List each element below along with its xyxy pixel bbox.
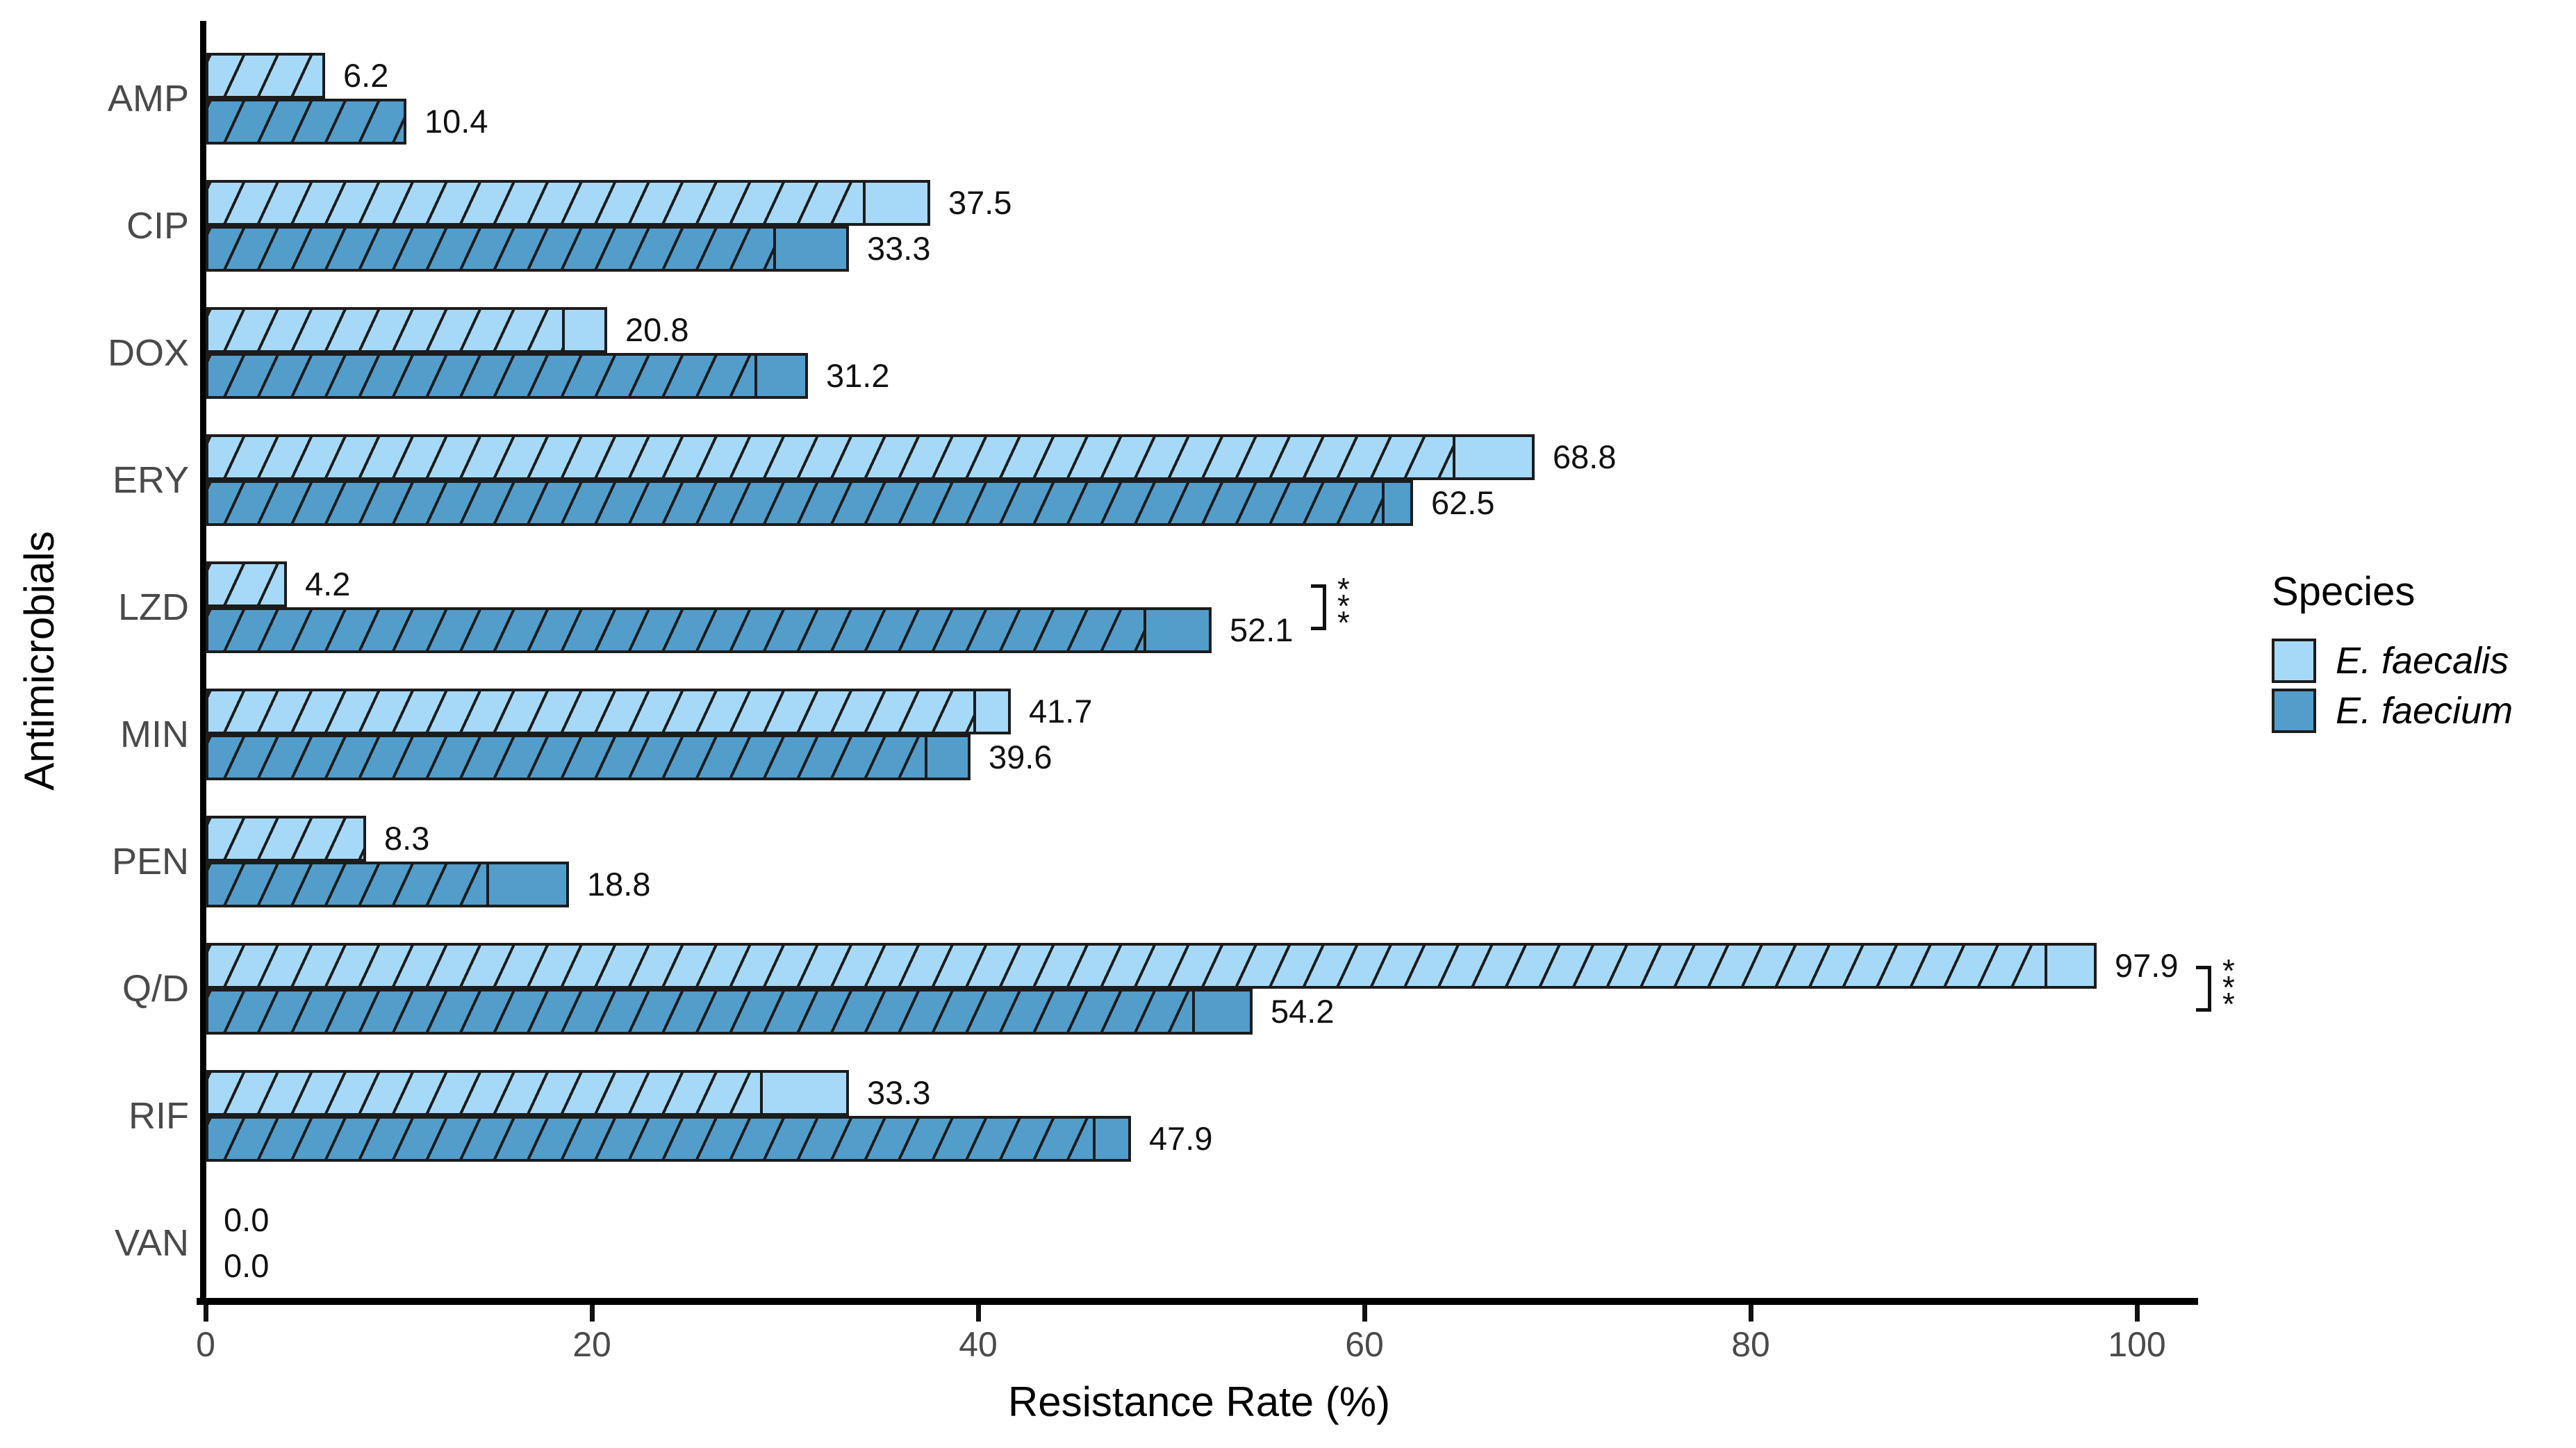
bar-hatch-pattern (208, 483, 1385, 523)
bar-cip-series2 (206, 226, 849, 272)
bar-rif-series1 (206, 1070, 849, 1116)
significance-stars: * * * (2222, 953, 2235, 1022)
bar-hatch-pattern (208, 1073, 763, 1113)
bar-ery-series1 (206, 434, 1535, 480)
legend-swatch (2272, 639, 2316, 683)
bar-hatch-pattern (208, 101, 404, 142)
value-label: 0.0 (224, 1201, 270, 1238)
value-label: 4.2 (305, 566, 351, 602)
value-label: 8.3 (384, 820, 430, 857)
bar-dox-series2 (206, 353, 808, 399)
category-label-lzd: LZD (117, 586, 189, 628)
bar-hatch-pattern (208, 691, 976, 732)
value-label: 33.3 (867, 230, 931, 267)
value-label: 54.2 (1271, 993, 1335, 1030)
value-label: 6.2 (343, 57, 389, 94)
bar-qd-series2 (206, 989, 1253, 1035)
legend-item: E. faecium (2272, 689, 2513, 733)
value-label: 39.6 (989, 739, 1052, 775)
x-tick-label: 100 (2108, 1325, 2166, 1364)
bar-hatch-pattern (208, 356, 757, 396)
x-tick-mark (590, 1305, 595, 1322)
bar-cip-series1 (206, 180, 930, 226)
legend-label: E. faecium (2336, 690, 2513, 732)
x-tick-mark (204, 1305, 208, 1322)
value-label: 41.7 (1029, 693, 1093, 730)
value-label: 10.4 (424, 103, 488, 140)
bar-hatch-pattern (208, 564, 284, 604)
x-tick-label: 60 (1345, 1325, 1384, 1364)
bar-pen-series1 (206, 816, 366, 862)
legend-swatch (2272, 689, 2316, 733)
category-label-pen: PEN (111, 841, 189, 882)
y-axis-line (200, 21, 206, 1305)
bar-hatch-pattern (208, 992, 1195, 1032)
bar-hatch-pattern (208, 183, 866, 223)
bar-amp-series2 (206, 99, 406, 145)
significance-bracket-qd (2196, 966, 2211, 1012)
bar-hatch-pattern (208, 864, 489, 905)
bar-hatch-pattern (208, 737, 927, 778)
x-tick-mark (1749, 1305, 1753, 1322)
bar-lzd-series2 (206, 607, 1212, 653)
x-tick-mark (976, 1305, 981, 1322)
bar-min-series2 (206, 734, 971, 780)
bar-hatch-pattern (208, 437, 1455, 477)
value-label: 97.9 (2115, 947, 2179, 984)
x-tick-label: 0 (196, 1325, 215, 1364)
bar-dox-series1 (206, 307, 607, 353)
x-tick-label: 20 (572, 1325, 611, 1364)
x-tick-label: 80 (1731, 1325, 1770, 1364)
legend-label: E. faecalis (2336, 640, 2509, 682)
category-label-qd: Q/D (122, 968, 189, 1010)
bar-rif-series2 (206, 1116, 1131, 1162)
bar-amp-series1 (206, 53, 325, 99)
bar-hatch-pattern (208, 610, 1146, 650)
legend-items: E. faecalis E. faecium (2272, 639, 2513, 733)
bar-hatch-pattern (208, 946, 2047, 986)
x-axis-title: Resistance Rate (%) (1007, 1379, 1391, 1425)
category-label-rif: RIF (129, 1095, 189, 1137)
legend: Species E. faecalis E. faecium (2272, 568, 2513, 739)
x-tick-label: 40 (959, 1325, 998, 1364)
x-tick-mark (2135, 1305, 2140, 1322)
y-axis-title: Antimicrobials (16, 531, 63, 791)
bar-pen-series2 (206, 862, 569, 907)
category-label-amp: AMP (107, 78, 189, 120)
value-label: 0.0 (224, 1247, 270, 1284)
bar-hatch-pattern (208, 229, 776, 269)
value-label: 31.2 (826, 357, 890, 394)
value-label: 33.3 (867, 1074, 931, 1111)
category-label-min: MIN (120, 714, 189, 755)
category-label-ery: ERY (112, 459, 189, 501)
category-label-van: VAN (114, 1222, 189, 1264)
legend-item: E. faecalis (2272, 639, 2513, 683)
category-label-cip: CIP (126, 205, 189, 247)
bar-lzd-series1 (206, 561, 287, 607)
value-label: 37.5 (948, 184, 1012, 221)
significance-stars: * * * (1337, 571, 1350, 641)
value-label: 52.1 (1230, 611, 1294, 648)
bar-hatch-pattern (208, 56, 322, 96)
value-label: 47.9 (1149, 1120, 1213, 1157)
value-label: 62.5 (1431, 484, 1495, 521)
value-label: 68.8 (1553, 438, 1617, 475)
bar-hatch-pattern (208, 818, 363, 859)
value-label: 20.8 (625, 311, 689, 348)
bar-hatch-pattern (208, 310, 565, 350)
bar-min-series1 (206, 689, 1011, 734)
significance-bracket-lzd (1311, 584, 1326, 630)
bar-ery-series2 (206, 480, 1413, 526)
category-label-dox: DOX (107, 332, 189, 374)
legend-title: Species (2272, 569, 2416, 614)
x-tick-mark (1362, 1305, 1367, 1322)
bar-qd-series1 (206, 943, 2097, 989)
bar-hatch-pattern (208, 1119, 1096, 1159)
x-axis-line (197, 1298, 2198, 1305)
value-label: 18.8 (587, 866, 651, 903)
